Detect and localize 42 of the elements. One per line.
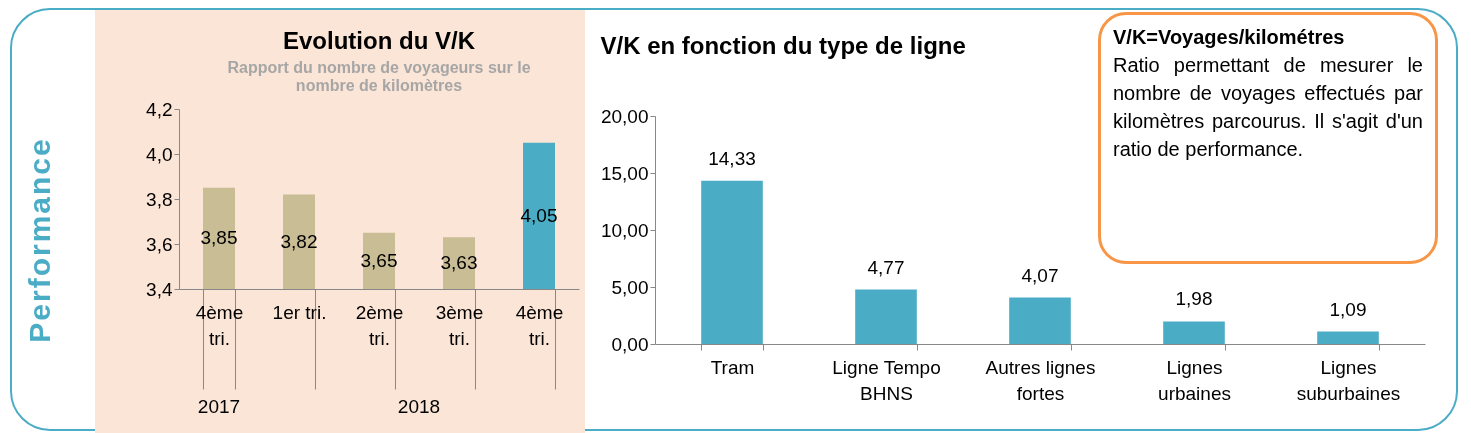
x-tick-label: Autres lignes fortes (985, 356, 1096, 404)
data-label: 14,33 (708, 147, 756, 169)
text: Performance (23, 137, 57, 343)
data-label: 3,63 (440, 252, 478, 274)
data-label: 4,07 (1021, 264, 1059, 286)
x-tick-label: Ligne Tempo BHNS (832, 356, 941, 404)
x-tick-label: 4ème tri. (515, 301, 564, 349)
x-tick-label: 4ème tri. (195, 301, 244, 349)
y-tick-label: 0,00 (611, 333, 649, 355)
data-label: 1,98 (1175, 288, 1213, 310)
y-tick-label: 20,00 (600, 105, 649, 127)
x-tick-label: Lignes urbaines (1158, 356, 1231, 404)
chart-subtitle: Rapport du nombre de voyageurs sur le nombre de kilomètres (227, 59, 531, 94)
text: 2018 (397, 396, 441, 417)
annotation: Ratio permettant de mesurer le nombre de voyages effectués par kilomètres parcourus. Il s'agit d'un ratio de performance. (1113, 53, 1423, 162)
y-tick-label: 4,2 (146, 98, 173, 120)
data-label: 3,82 (280, 230, 318, 252)
chart-title: Evolution du V/K (283, 27, 476, 54)
bar (1009, 297, 1071, 344)
x-tick-label: 3ème tri. (435, 301, 484, 349)
data-label: 4,77 (867, 256, 905, 278)
y-tick-label: 3,6 (146, 233, 173, 255)
y-tick-label: 15,00 (600, 162, 649, 184)
bar (855, 289, 917, 344)
bar (1163, 321, 1225, 344)
chart-title: V/K en fonction du type de ligne (600, 32, 966, 59)
data-label: 3,85 (200, 227, 238, 249)
y-tick-label: 10,00 (600, 219, 649, 241)
x-tick-label: 1er tri. (272, 301, 327, 323)
x-tick-label: Tram (710, 356, 755, 378)
text: 2017 (197, 396, 241, 417)
text: V/K=Voyages/kilométres (1113, 25, 1346, 50)
x-tick-label: Lignes suburbaines (1296, 356, 1401, 404)
y-tick-label: 3,4 (146, 278, 173, 300)
y-tick-label: 3,8 (146, 188, 173, 210)
bar (1317, 331, 1379, 344)
x-tick-label: 2ème tri. (355, 301, 404, 349)
data-label: 3,65 (360, 249, 398, 271)
bar (701, 180, 763, 344)
data-label: 1,09 (1329, 298, 1367, 320)
y-tick-label: 4,0 (146, 143, 173, 165)
y-tick-label: 5,00 (611, 276, 649, 298)
